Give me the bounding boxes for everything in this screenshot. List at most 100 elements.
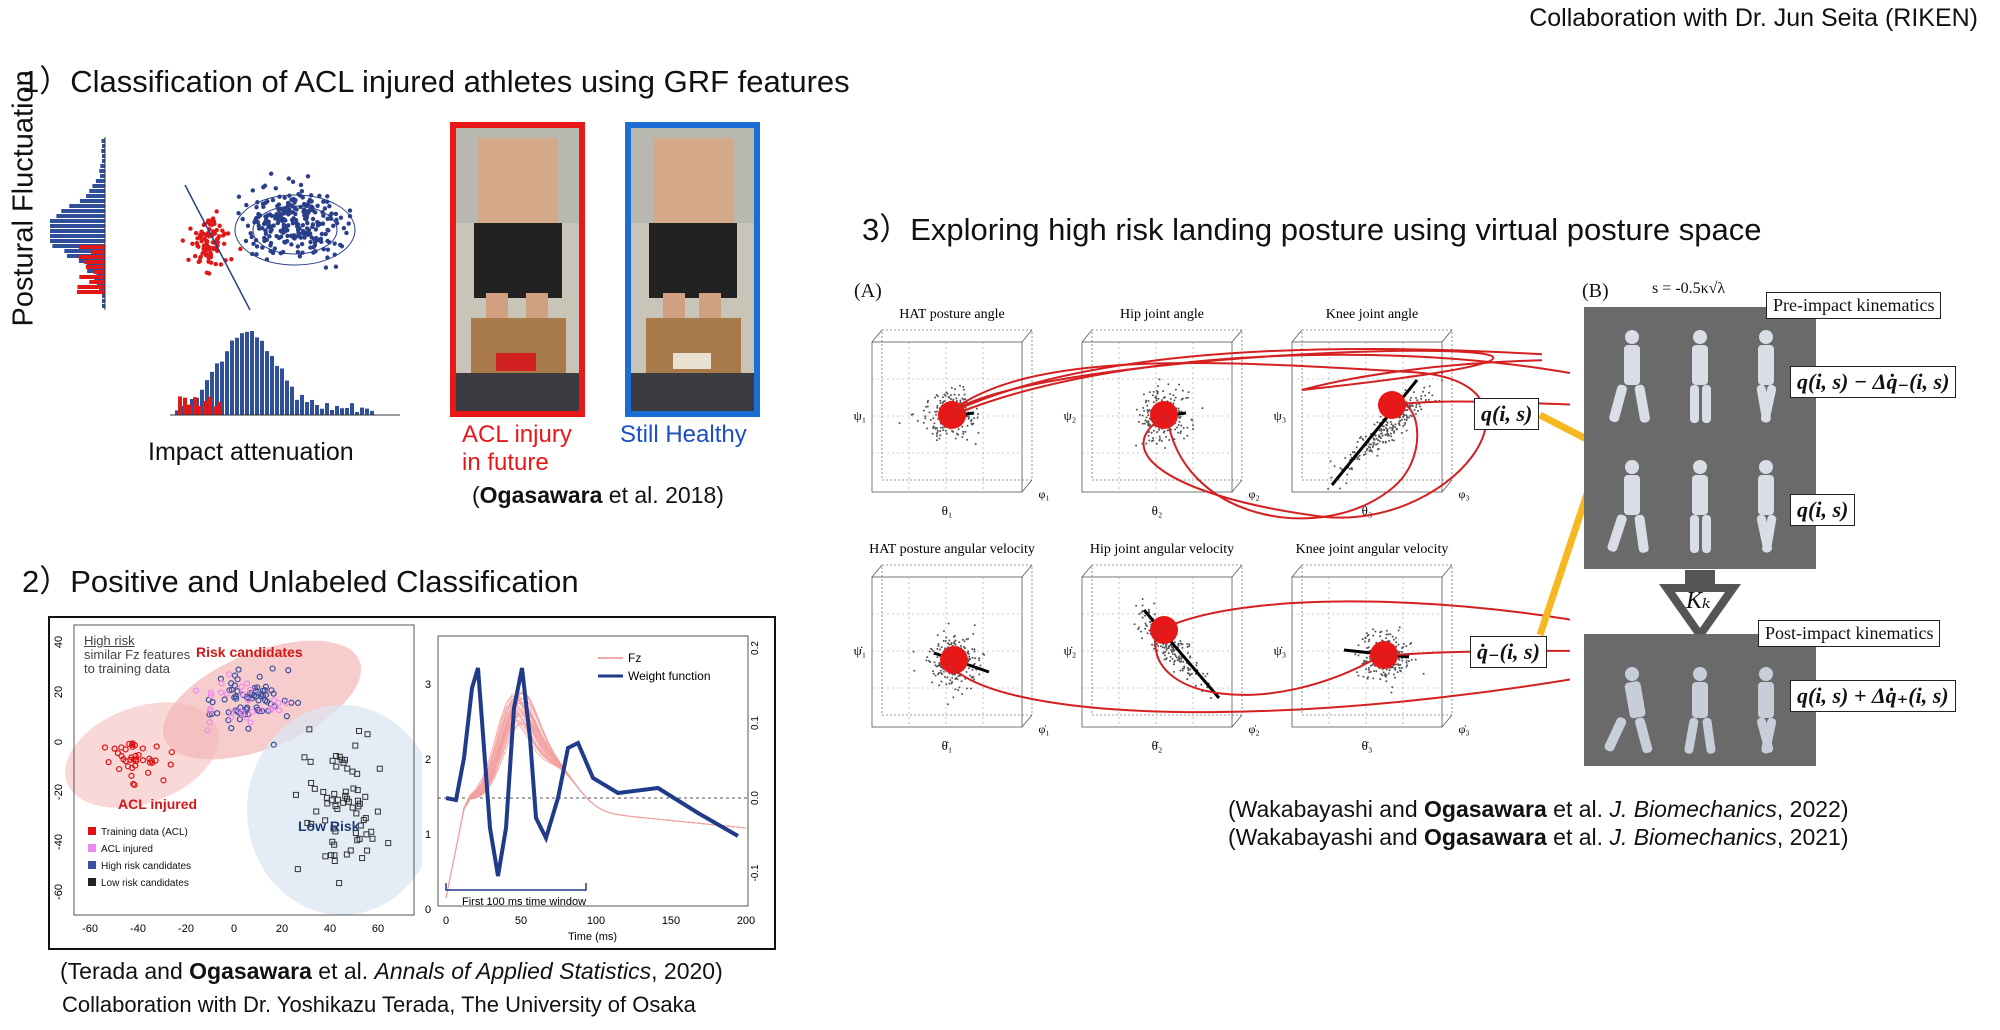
pu-x-tick: -40 [130,923,146,935]
point-healthy [346,221,351,226]
posture-point [1431,394,1434,397]
pu-point [254,684,261,691]
weight-function-line [445,667,739,877]
posture-point [1138,613,1141,616]
posture-point [1392,673,1395,676]
hist-bar [95,179,105,183]
pu-point [245,697,252,704]
pu-point [350,785,357,792]
pu-point [130,780,137,788]
hist-bar [225,351,229,415]
point-healthy [300,223,306,228]
plot-xlabel: θ̇₂ [1152,738,1163,753]
fz-curve [445,711,747,898]
posture-point [1147,610,1150,613]
posture-point [1402,425,1405,428]
pre-impact-figures [1607,330,1777,553]
pu-point [364,731,371,738]
posture-point [1384,426,1387,429]
posture-point [932,425,935,428]
point-healthy [268,240,274,246]
posture-point [1195,661,1198,664]
fz-y-left-ticks: 3 2 1 0 [425,679,431,916]
point-healthy [317,193,322,199]
posture-point [1416,409,1419,412]
posture-point [1414,397,1417,400]
posture-point [932,672,935,675]
posture-point [1396,671,1399,674]
posture-point [1364,451,1367,454]
posture-point [1357,674,1360,677]
pu-y-tick: -20 [53,784,65,800]
posture-point [1345,482,1348,485]
pu-point [353,810,360,817]
posture-point [1150,431,1153,434]
posture-point [1160,399,1163,402]
point-healthy [262,183,268,188]
pu-point [128,764,136,772]
pu-y-tick: 0 [53,739,65,745]
point-healthy [296,230,301,236]
point-healthy [321,213,326,218]
posture-point [953,640,956,643]
pu-point [235,666,242,673]
qdot-box: q̇₋(i, s) [1470,636,1547,668]
hist-bar [270,355,274,415]
posture-point [1174,655,1177,658]
fz-curve [445,701,747,898]
posture-point [1169,655,1172,658]
posture-point [916,419,919,422]
hist-bar [100,174,105,178]
point-healthy [267,234,272,239]
point-healthy [303,217,309,222]
posture-point [1146,404,1149,407]
posture-point [955,432,958,435]
posture-point [1179,639,1182,642]
posture-point [939,426,942,429]
point-healthy [274,233,279,239]
plot-title: HAT posture angle [899,307,1005,322]
posture-point [1378,440,1381,443]
hist-bar [52,244,105,248]
citation-2021: (Wakabayashi and Ogasawara et al. J. Bio… [1228,824,1849,851]
legend-acl: ACL injured [88,841,191,858]
posture-point [1173,649,1176,652]
pu-point [328,852,335,859]
pu-point [322,817,329,824]
pu-point [236,707,243,715]
point-injured [198,234,204,239]
hist-bar [64,249,105,253]
posture-point [1388,439,1391,442]
pu-point [244,680,251,687]
posture-point [1385,633,1388,636]
posture-point [943,393,946,396]
fz-x-tick: 100 [587,915,605,927]
hist-bar-injured [77,285,105,289]
point-injured [199,238,204,244]
posture-point [912,413,915,416]
fz-y-left-tick: 1 [425,829,431,841]
point-healthy [299,241,305,247]
posture-point [1155,442,1158,445]
posture-point [1183,665,1186,668]
legend-training-label: Training data (ACL) [101,827,188,838]
posture-point [1144,401,1147,404]
fz-curve [445,712,747,899]
posture-point [1376,448,1379,451]
posture-point [1191,428,1194,431]
posture-point [973,417,976,420]
posture-point [1393,668,1396,671]
posture-point [1390,691,1393,694]
pu-point [247,719,254,726]
posture-point [1153,602,1156,605]
pu-y-ticks: 40 20 0 -20 -40 -60 [53,636,65,900]
posture-point [1399,419,1402,422]
posture-point [1189,668,1192,671]
fz-curve [445,722,747,899]
pu-point [228,725,235,732]
posture-point [1369,670,1372,673]
fz-curve [445,692,747,899]
hist-bar [89,189,105,193]
pu-point [214,710,221,717]
posture-point [1148,391,1151,394]
